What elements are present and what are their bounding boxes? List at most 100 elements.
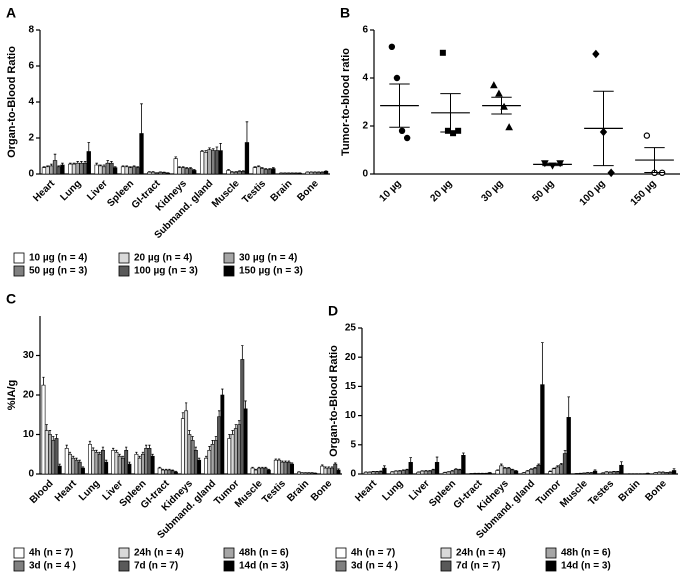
- bar: [499, 465, 504, 475]
- bar: [263, 467, 268, 475]
- point: [607, 168, 615, 178]
- legend-label: 100 µg (n = 3): [134, 266, 198, 277]
- bar: [260, 168, 265, 175]
- legend-swatch: [335, 547, 347, 559]
- error-bar: [118, 453, 121, 457]
- bar: [243, 408, 248, 475]
- error-bar: [530, 468, 533, 470]
- error-bar: [432, 468, 435, 470]
- x-tick-label: Heart: [53, 478, 79, 504]
- error-bar: [191, 436, 194, 441]
- bar: [506, 467, 511, 475]
- bar: [305, 171, 310, 175]
- error-bar: [290, 462, 294, 465]
- x-tick-label: Lung: [380, 478, 405, 503]
- bar: [218, 150, 223, 175]
- bar: [82, 162, 88, 175]
- error-bar: [526, 470, 529, 472]
- legend-label: 20 µg (n = 4): [134, 253, 192, 264]
- panel-letter: C: [6, 291, 16, 307]
- error-bar: [148, 444, 151, 449]
- error-bar: [500, 463, 503, 466]
- error-bar: [151, 171, 155, 173]
- error-bar: [121, 165, 125, 167]
- bar: [323, 467, 328, 475]
- error-bar: [145, 444, 148, 449]
- error-bar: [556, 465, 559, 467]
- bar: [52, 160, 58, 175]
- legend-label: 3d (n = 4 ): [29, 561, 76, 572]
- bar: [536, 464, 541, 475]
- x-tick-label: 10 µg: [377, 178, 403, 204]
- bar: [585, 472, 590, 475]
- bar: [457, 469, 462, 475]
- bar: [277, 459, 281, 475]
- legend-label: 30 µg (n = 4): [239, 253, 297, 264]
- point: [398, 127, 406, 134]
- error-bar: [88, 440, 92, 445]
- error-bar: [593, 469, 597, 472]
- bar: [160, 469, 165, 475]
- bar: [64, 448, 69, 475]
- bar: [101, 166, 107, 175]
- error-bar: [511, 468, 514, 470]
- bar: [94, 451, 99, 475]
- bar: [140, 453, 145, 475]
- bar: [566, 417, 571, 475]
- error-bar: [563, 450, 567, 454]
- bar: [97, 453, 102, 475]
- error-bar: [593, 90, 614, 167]
- error-bar: [244, 400, 247, 409]
- x-tick-label: Bone: [309, 478, 335, 504]
- error-bar: [330, 466, 334, 469]
- error-bar: [125, 165, 129, 167]
- error-bar: [92, 447, 95, 451]
- bar: [240, 359, 245, 475]
- bar: [336, 469, 341, 475]
- bar: [207, 449, 212, 475]
- bar: [551, 468, 557, 475]
- bar: [431, 469, 436, 475]
- x-tick-label: Lung: [77, 478, 102, 503]
- y-tick-label: 10: [345, 410, 357, 421]
- bar: [280, 461, 285, 475]
- bar: [416, 471, 421, 475]
- error-bar: [548, 470, 552, 472]
- bar: [273, 459, 278, 475]
- bar: [167, 469, 172, 475]
- bar: [290, 463, 294, 475]
- legend-swatch: [13, 547, 25, 559]
- bar: [75, 162, 80, 175]
- bar: [193, 449, 198, 475]
- bar: [57, 465, 62, 475]
- error-bar: [99, 164, 102, 166]
- error-bar: [451, 470, 454, 472]
- bar: [121, 457, 125, 475]
- error-bar: [379, 470, 382, 472]
- bar: [442, 472, 448, 475]
- error-bar: [257, 165, 260, 167]
- error-bar: [234, 171, 238, 173]
- bar: [109, 162, 114, 175]
- bar: [199, 151, 205, 175]
- error-bar: [383, 465, 386, 469]
- bar: [668, 471, 673, 475]
- error-bar: [228, 434, 231, 439]
- error-bar: [287, 460, 290, 463]
- bar: [210, 444, 215, 475]
- error-bar: [274, 458, 277, 461]
- error-bar: [128, 461, 131, 465]
- y-tick-label: 4: [28, 97, 34, 108]
- panel-letter: D: [328, 303, 338, 319]
- legend-label: 24h (n = 4): [456, 548, 506, 559]
- legend-swatch: [440, 547, 452, 559]
- legend-swatch: [13, 265, 25, 277]
- bar: [250, 467, 255, 475]
- bar: [604, 471, 609, 475]
- x-tick-label: Heart: [31, 178, 57, 204]
- y-tick-label: 4: [362, 73, 368, 84]
- bar: [204, 457, 209, 475]
- legend-label: 7d (n = 7): [134, 561, 178, 572]
- y-axis-label: Organ-to-Blood Ratio: [6, 46, 18, 158]
- bar: [98, 165, 103, 175]
